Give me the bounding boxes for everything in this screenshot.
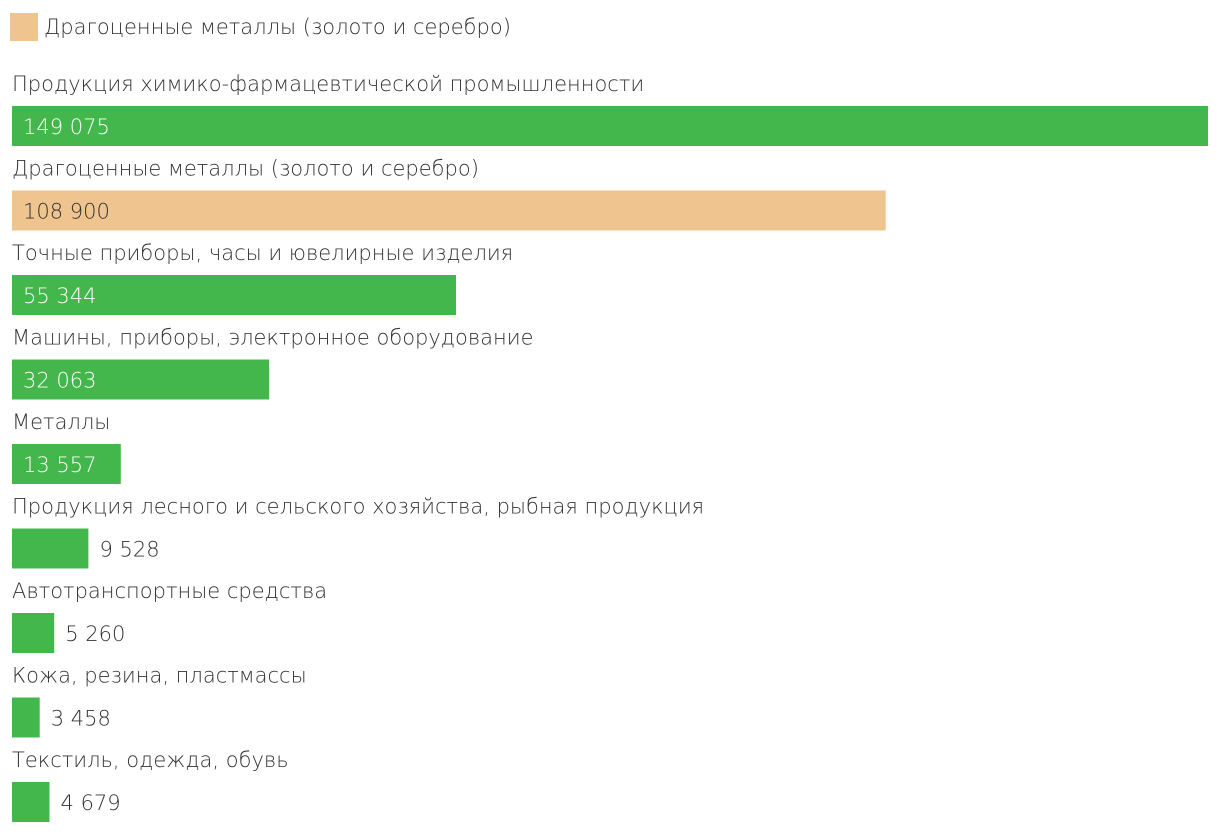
category-label: Точные приборы, часы и ювелирные изделия [12, 241, 513, 265]
bar [12, 275, 456, 315]
chart-legend: Драгоценные металлы (золото и серебро) [10, 13, 511, 41]
bar [12, 528, 89, 569]
value-label: 32 063 [23, 369, 96, 393]
value-label: 55 344 [23, 284, 96, 308]
value-label: 3 458 [51, 707, 111, 731]
bar [12, 697, 40, 738]
bar [12, 359, 270, 400]
category-label: Металлы [12, 410, 110, 434]
category-label: Продукция лесного и сельского хозяйства,… [12, 495, 704, 519]
bar [12, 106, 1208, 146]
category-label: Текстиль, одежда, обувь [12, 748, 289, 772]
bar [12, 444, 121, 484]
category-label: Драгоценные металлы (золото и серебро) [12, 157, 479, 181]
category-label: Автотранспортные средства [12, 579, 327, 603]
bar [12, 190, 886, 231]
value-label: 9 528 [99, 538, 159, 562]
bar [12, 613, 55, 653]
legend-label: Драгоценные металлы (золото и серебро) [44, 15, 511, 39]
legend-swatch [10, 13, 38, 41]
value-label: 149 075 [23, 115, 110, 139]
category-label: Машины, приборы, электронное оборудовани… [12, 326, 534, 350]
category-label: Кожа, резина, пластмассы [12, 664, 307, 688]
category-label: Продукция химико-фармацевтической промыш… [12, 72, 644, 96]
value-label: 5 260 [65, 622, 125, 646]
value-label: 4 679 [61, 791, 121, 815]
value-label: 108 900 [23, 200, 110, 224]
bar [12, 782, 50, 822]
value-label: 13 557 [23, 453, 96, 477]
